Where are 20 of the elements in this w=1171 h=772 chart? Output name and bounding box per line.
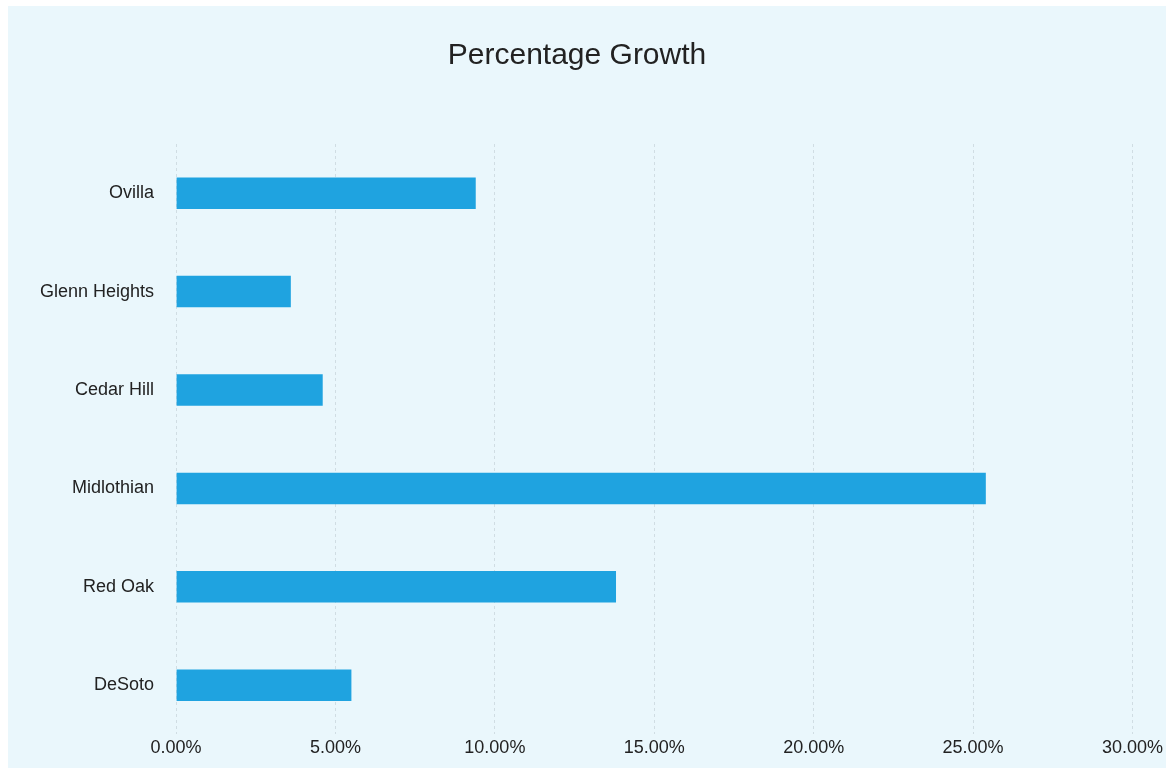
y-tick-label: Ovilla <box>109 182 156 203</box>
y-tick-label: Cedar Hill <box>75 378 155 399</box>
x-tick-label: 30.00% <box>1101 737 1164 758</box>
bar <box>176 472 986 505</box>
x-tick-label: 25.00% <box>942 737 1004 758</box>
chart-title: Percentage Growth <box>447 37 707 71</box>
x-tick-label: 5.00% <box>309 737 361 758</box>
bar <box>176 177 476 209</box>
x-tick-label: 20.00% <box>783 737 845 758</box>
x-tick-label: 0.00% <box>150 737 202 758</box>
y-tick-label: DeSoto <box>94 674 155 695</box>
x-tick-label: 10.00% <box>464 737 526 758</box>
y-tick-label: Red Oak <box>83 575 156 596</box>
bar <box>176 571 617 603</box>
y-tick-label: Midlothian <box>72 477 155 498</box>
x-tick-label: 15.00% <box>623 737 685 758</box>
bar <box>176 669 352 701</box>
bar <box>176 374 323 406</box>
y-tick-label: Glenn Heights <box>39 280 155 301</box>
bar <box>176 275 291 308</box>
